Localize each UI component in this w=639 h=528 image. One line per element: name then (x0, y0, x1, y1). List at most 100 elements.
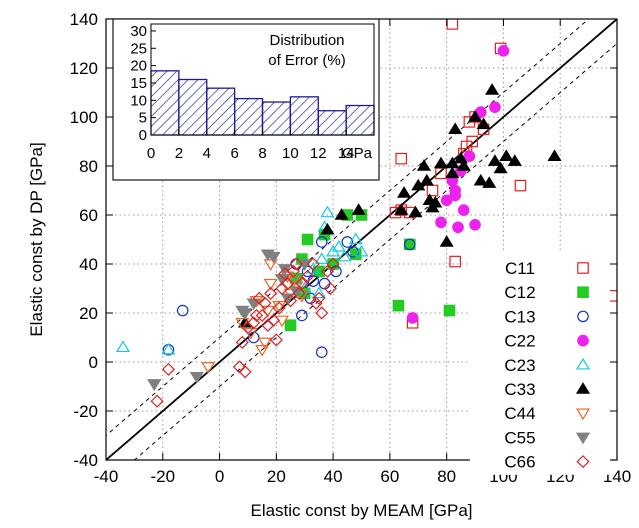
inset-y-tick-label: 25 (130, 40, 147, 57)
inset-x-tick-label: 0 (147, 145, 155, 162)
point-c22 (497, 45, 510, 57)
histogram-bar (233, 97, 264, 136)
point-c66 (326, 257, 340, 271)
point-c66 (312, 291, 326, 305)
reference-lines (106, 19, 617, 460)
point-c33 (428, 195, 443, 208)
histogram-bar (289, 96, 319, 136)
inset-y-tick-label: 15 (130, 75, 147, 92)
point-c23 (331, 239, 346, 252)
legend-label-c22: C22 (504, 332, 535, 351)
x-tick-label: 80 (437, 467, 456, 486)
point-c66 (235, 335, 249, 349)
point-c55 (147, 379, 162, 391)
point-c22 (457, 204, 470, 216)
point-c22 (469, 219, 481, 231)
point-c22 (452, 221, 464, 234)
inset-x-tick-label: 12 (310, 145, 327, 162)
inset-x-tick-label: 2 (175, 145, 183, 162)
histogram-bar (261, 101, 292, 136)
point-c11 (449, 255, 461, 268)
point-c33 (476, 117, 491, 130)
inset-y-tick-label: 5 (139, 110, 147, 127)
point-c33 (439, 235, 454, 247)
point-c13 (315, 346, 328, 358)
point-c66 (258, 296, 272, 310)
point-c33 (507, 154, 522, 166)
point-c55 (277, 264, 292, 276)
legend-label-c23: C23 (504, 356, 535, 375)
point-c66 (315, 306, 329, 320)
x-tick-label: -20 (150, 467, 175, 486)
point-c12 (301, 233, 314, 246)
y-tick-label: 120 (70, 59, 98, 78)
x-tick-label: 0 (215, 467, 224, 486)
point-c11 (514, 179, 527, 192)
point-c55 (280, 293, 295, 306)
histogram-bar (206, 87, 236, 136)
point-c66 (292, 286, 306, 300)
point-c44 (235, 318, 250, 330)
legend-marker-c13 (577, 310, 589, 323)
point-c66 (283, 294, 298, 308)
legend-marker-c23 (575, 357, 591, 370)
inset-title-background (243, 28, 368, 72)
point-c23 (306, 262, 321, 274)
legend-marker-c66 (576, 455, 590, 469)
point-c66 (161, 362, 176, 376)
legend-marker-c22 (577, 334, 589, 347)
legend-label-c13: C13 (504, 307, 535, 326)
legend-background (470, 251, 610, 475)
point-c23 (161, 342, 176, 355)
point-c13 (176, 304, 189, 317)
point-c33 (448, 122, 463, 135)
point-c66 (266, 313, 281, 327)
legend-marker-c11 (577, 262, 589, 274)
legend-label-c44: C44 (504, 404, 535, 423)
point-c22 (406, 312, 419, 324)
legend-label-c11: C11 (505, 259, 535, 278)
legend-marker-c33 (575, 382, 591, 394)
y-tick-label: 140 (70, 10, 98, 29)
point-c12 (350, 248, 362, 260)
point-c44 (272, 300, 287, 313)
point-c22 (463, 150, 476, 162)
data-points (115, 19, 617, 408)
inset-x-tick-label: 10 (282, 145, 299, 162)
point-c66 (238, 365, 252, 379)
x-axis-title: Elastic const by MEAM [GPa] (250, 501, 472, 520)
legend-label-c55: C55 (504, 428, 535, 447)
point-c66 (275, 281, 289, 296)
point-c23 (354, 244, 369, 257)
inset-y-tick-label: 20 (130, 58, 147, 75)
point-c33 (416, 159, 432, 171)
point-c66 (264, 286, 278, 300)
point-c11 (426, 184, 439, 197)
inset-x-tick-label: 4 (203, 145, 211, 162)
y-tick-label: 100 (70, 108, 98, 127)
point-c33 (473, 173, 488, 186)
point-c33 (493, 161, 508, 174)
point-c11 (395, 152, 408, 165)
legend-label-c66: C66 (504, 453, 535, 472)
point-c23 (115, 340, 131, 353)
point-c44 (294, 291, 309, 303)
point-c33 (351, 203, 366, 215)
point-c66 (289, 257, 303, 271)
point-c13 (403, 238, 416, 251)
point-c22 (435, 216, 447, 229)
point-c33 (411, 178, 426, 191)
point-c66 (320, 264, 335, 278)
point-c33 (394, 203, 409, 215)
point-c66 (269, 333, 283, 347)
y-tick-label: 40 (79, 255, 98, 274)
histogram-bar (317, 110, 347, 136)
point-c44 (255, 344, 270, 357)
y-tick-label: 80 (79, 157, 98, 176)
point-c66 (247, 316, 261, 330)
inset-x-tick-label: 14 (338, 145, 355, 162)
point-c33 (485, 83, 500, 95)
y-tick-label: 60 (79, 206, 98, 225)
